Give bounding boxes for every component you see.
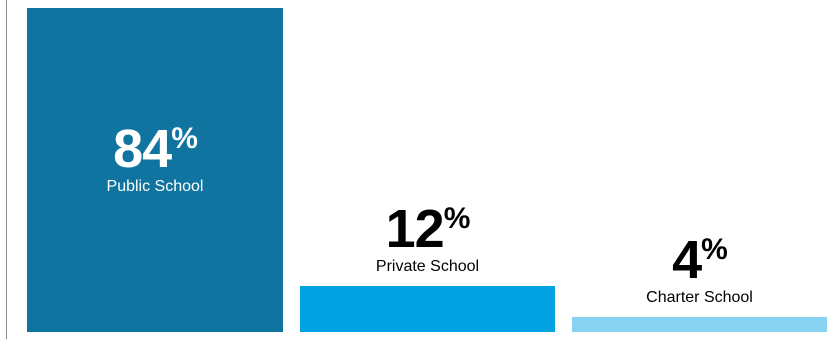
category-label-charter-school: Charter School: [646, 288, 753, 306]
category-label-private-school: Private School: [375, 257, 480, 275]
value-label-public-school: 84%: [113, 119, 198, 179]
bar-private-school: [300, 285, 555, 332]
y-axis-line: [6, 0, 7, 339]
bar-charter-school: [572, 316, 827, 332]
category-label-public-school: Public School: [106, 178, 204, 195]
bar-public-school: [27, 8, 283, 332]
value-label-charter-school: 4%: [672, 229, 728, 290]
value-label-private-school: 12%: [385, 198, 471, 259]
